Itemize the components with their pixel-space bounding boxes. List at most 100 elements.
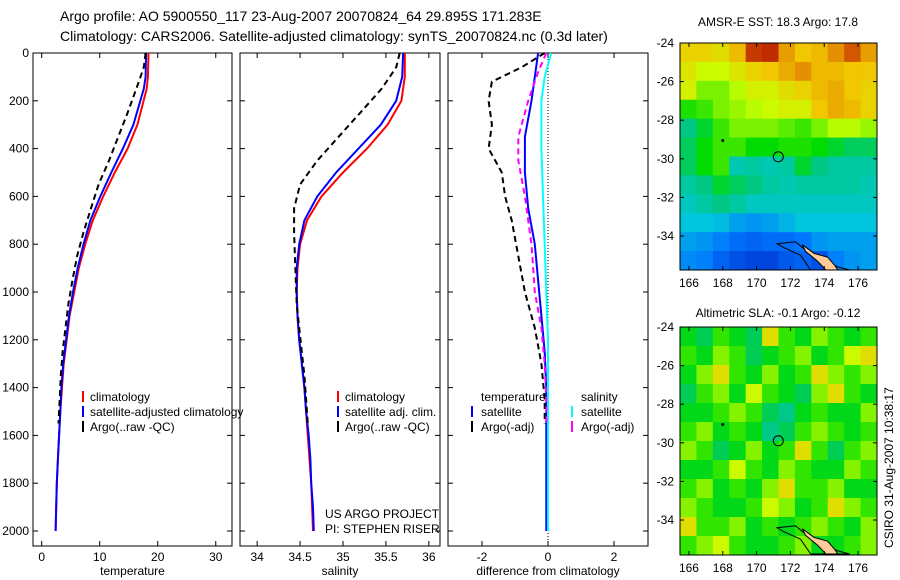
- x-tick-label: 166: [679, 561, 699, 575]
- map-cell: [794, 517, 812, 537]
- map-cell: [762, 384, 779, 404]
- y-tick-label: -24: [657, 320, 675, 334]
- map-cell: [712, 118, 730, 139]
- map-cell: [680, 403, 697, 423]
- sst-map-panel: 166 168 170 172 174 176 -24 -26 -28 -30 -32 -34: [657, 36, 878, 290]
- map-cell: [762, 175, 779, 195]
- map-cell: [696, 232, 714, 252]
- map-cell: [696, 517, 714, 537]
- x-tick-label: 172: [780, 561, 800, 575]
- map-cell: [696, 156, 714, 176]
- map-cell: [844, 346, 862, 366]
- map-cell: [778, 43, 796, 63]
- map-cell: [811, 479, 829, 499]
- x-tick-label: 168: [713, 561, 733, 575]
- map-cell: [696, 213, 714, 233]
- map-cell: [680, 346, 697, 366]
- map-cell: [680, 517, 697, 537]
- map-cell: [762, 43, 779, 63]
- x-tick-label: 168: [713, 276, 733, 290]
- map-cell: [696, 403, 714, 423]
- map-cell: [811, 441, 829, 461]
- sla-map-panel: 166 168 170 172 174 176 -24 -26 -28 -30 -32 -34: [657, 320, 878, 575]
- x-axis-label: temperature: [100, 564, 165, 578]
- y-tick-label: 800: [9, 237, 29, 251]
- legend-label: satellite-adjusted climatology: [90, 405, 243, 419]
- map-cell: [745, 194, 763, 214]
- map-cell: [729, 365, 747, 385]
- map-cell: [745, 137, 763, 157]
- map-cell: [696, 251, 714, 271]
- map-cell: [745, 327, 763, 347]
- salinity-panel: 34 34.5 35 35.5 36 salinity climatologysatelli…: [239, 52, 441, 578]
- map-cell: [844, 498, 862, 518]
- map-frame: [679, 326, 878, 556]
- x-tick-label: -2: [477, 550, 488, 564]
- map-cell: [794, 61, 812, 82]
- map-cell: [860, 536, 878, 556]
- legend-label: satellite: [581, 405, 622, 419]
- map-cell: [844, 441, 862, 461]
- map-cell: [729, 175, 747, 195]
- map-cell: [811, 61, 829, 82]
- map-cell: [680, 137, 697, 157]
- map-cell: [696, 175, 714, 195]
- land-new-zealand: [801, 528, 839, 555]
- map-cell: [860, 43, 878, 63]
- map-cell: [794, 384, 812, 404]
- map-cell: [811, 156, 829, 176]
- map-cell: [844, 137, 862, 157]
- map-cell: [778, 384, 796, 404]
- map-cell: [811, 137, 829, 157]
- map-cell: [745, 365, 763, 385]
- series-line-climatology: [295, 53, 406, 532]
- map-cell: [778, 213, 796, 233]
- map-cell: [712, 460, 730, 480]
- island-marker: [721, 422, 725, 426]
- map-cell: [729, 232, 747, 252]
- map-cell: [811, 80, 829, 101]
- map-cell: [778, 403, 796, 423]
- map-cell: [696, 99, 714, 120]
- x-tick-label: 170: [747, 276, 767, 290]
- map-cell: [844, 422, 862, 442]
- map-cell: [778, 118, 796, 139]
- map-cell: [860, 422, 878, 442]
- map-cell: [811, 498, 829, 518]
- map-cell: [696, 61, 714, 82]
- sst-map-title: AMSR-E SST: 18.3 Argo: 17.8: [698, 15, 858, 29]
- x-tick-label: 34: [250, 550, 264, 564]
- map-cell: [680, 194, 697, 214]
- legend-swatch: [82, 406, 84, 417]
- map-cell: [745, 80, 763, 101]
- map-cell: [860, 327, 878, 347]
- legend-label: climatology: [345, 390, 405, 404]
- map-cell: [794, 118, 812, 139]
- series-line-salinity-argo-adj-: [517, 52, 548, 424]
- map-cell: [844, 156, 862, 176]
- map-cell: [811, 43, 829, 63]
- map-cell: [860, 213, 878, 233]
- legend-label: Argo(-adj): [581, 420, 634, 434]
- map-cell: [827, 403, 845, 423]
- y-tick-label: 1600: [2, 428, 29, 442]
- legend-swatch: [571, 406, 573, 417]
- y-tick-label: -28: [657, 113, 675, 127]
- x-tick-label: 30: [209, 550, 223, 564]
- map-cell: [811, 517, 829, 537]
- map-cell: [712, 422, 730, 442]
- map-cell: [844, 460, 862, 480]
- island-marker: [721, 138, 725, 142]
- map-cell: [811, 422, 829, 442]
- map-cell: [778, 536, 796, 556]
- map-cell: [762, 137, 779, 157]
- map-cell: [860, 61, 878, 82]
- map-cell: [729, 441, 747, 461]
- argo-position-marker: [772, 151, 784, 163]
- map-cell: [745, 232, 763, 252]
- map-cell: [762, 517, 779, 537]
- map-cell: [827, 365, 845, 385]
- map-cell: [778, 137, 796, 157]
- map-cell: [696, 384, 714, 404]
- map-cell: [794, 498, 812, 518]
